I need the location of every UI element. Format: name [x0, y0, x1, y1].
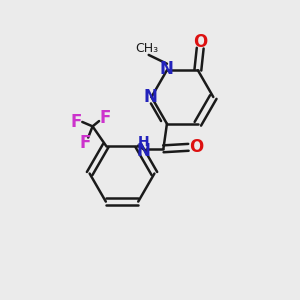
Text: O: O — [190, 138, 204, 156]
Text: CH₃: CH₃ — [136, 42, 159, 55]
Text: N: N — [160, 60, 174, 78]
Text: F: F — [99, 109, 111, 127]
Text: H: H — [138, 135, 149, 149]
Text: F: F — [71, 113, 82, 131]
Text: F: F — [80, 134, 91, 152]
Text: N: N — [137, 142, 151, 160]
Text: N: N — [143, 88, 157, 106]
Text: O: O — [193, 33, 207, 51]
